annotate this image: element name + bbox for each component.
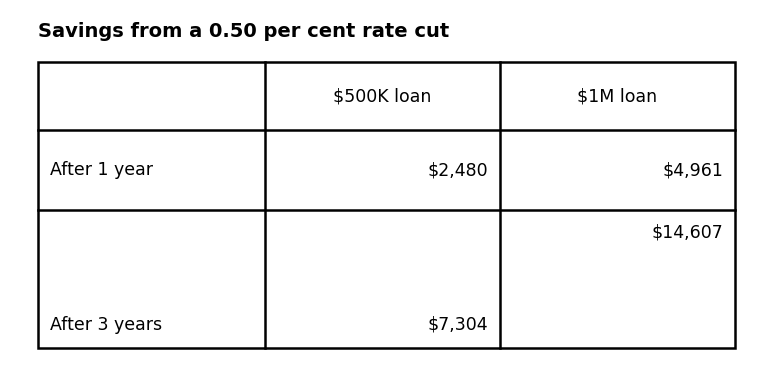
Text: After 1 year: After 1 year	[50, 161, 153, 179]
Text: $7,304: $7,304	[428, 316, 488, 334]
Text: Savings from a 0.50 per cent rate cut: Savings from a 0.50 per cent rate cut	[38, 22, 449, 41]
Text: $500K loan: $500K loan	[334, 87, 432, 105]
Text: $2,480: $2,480	[428, 161, 488, 179]
Text: $4,961: $4,961	[662, 161, 723, 179]
Text: $14,607: $14,607	[652, 224, 723, 242]
Text: $1M loan: $1M loan	[577, 87, 658, 105]
Text: After 3 years: After 3 years	[50, 316, 162, 334]
